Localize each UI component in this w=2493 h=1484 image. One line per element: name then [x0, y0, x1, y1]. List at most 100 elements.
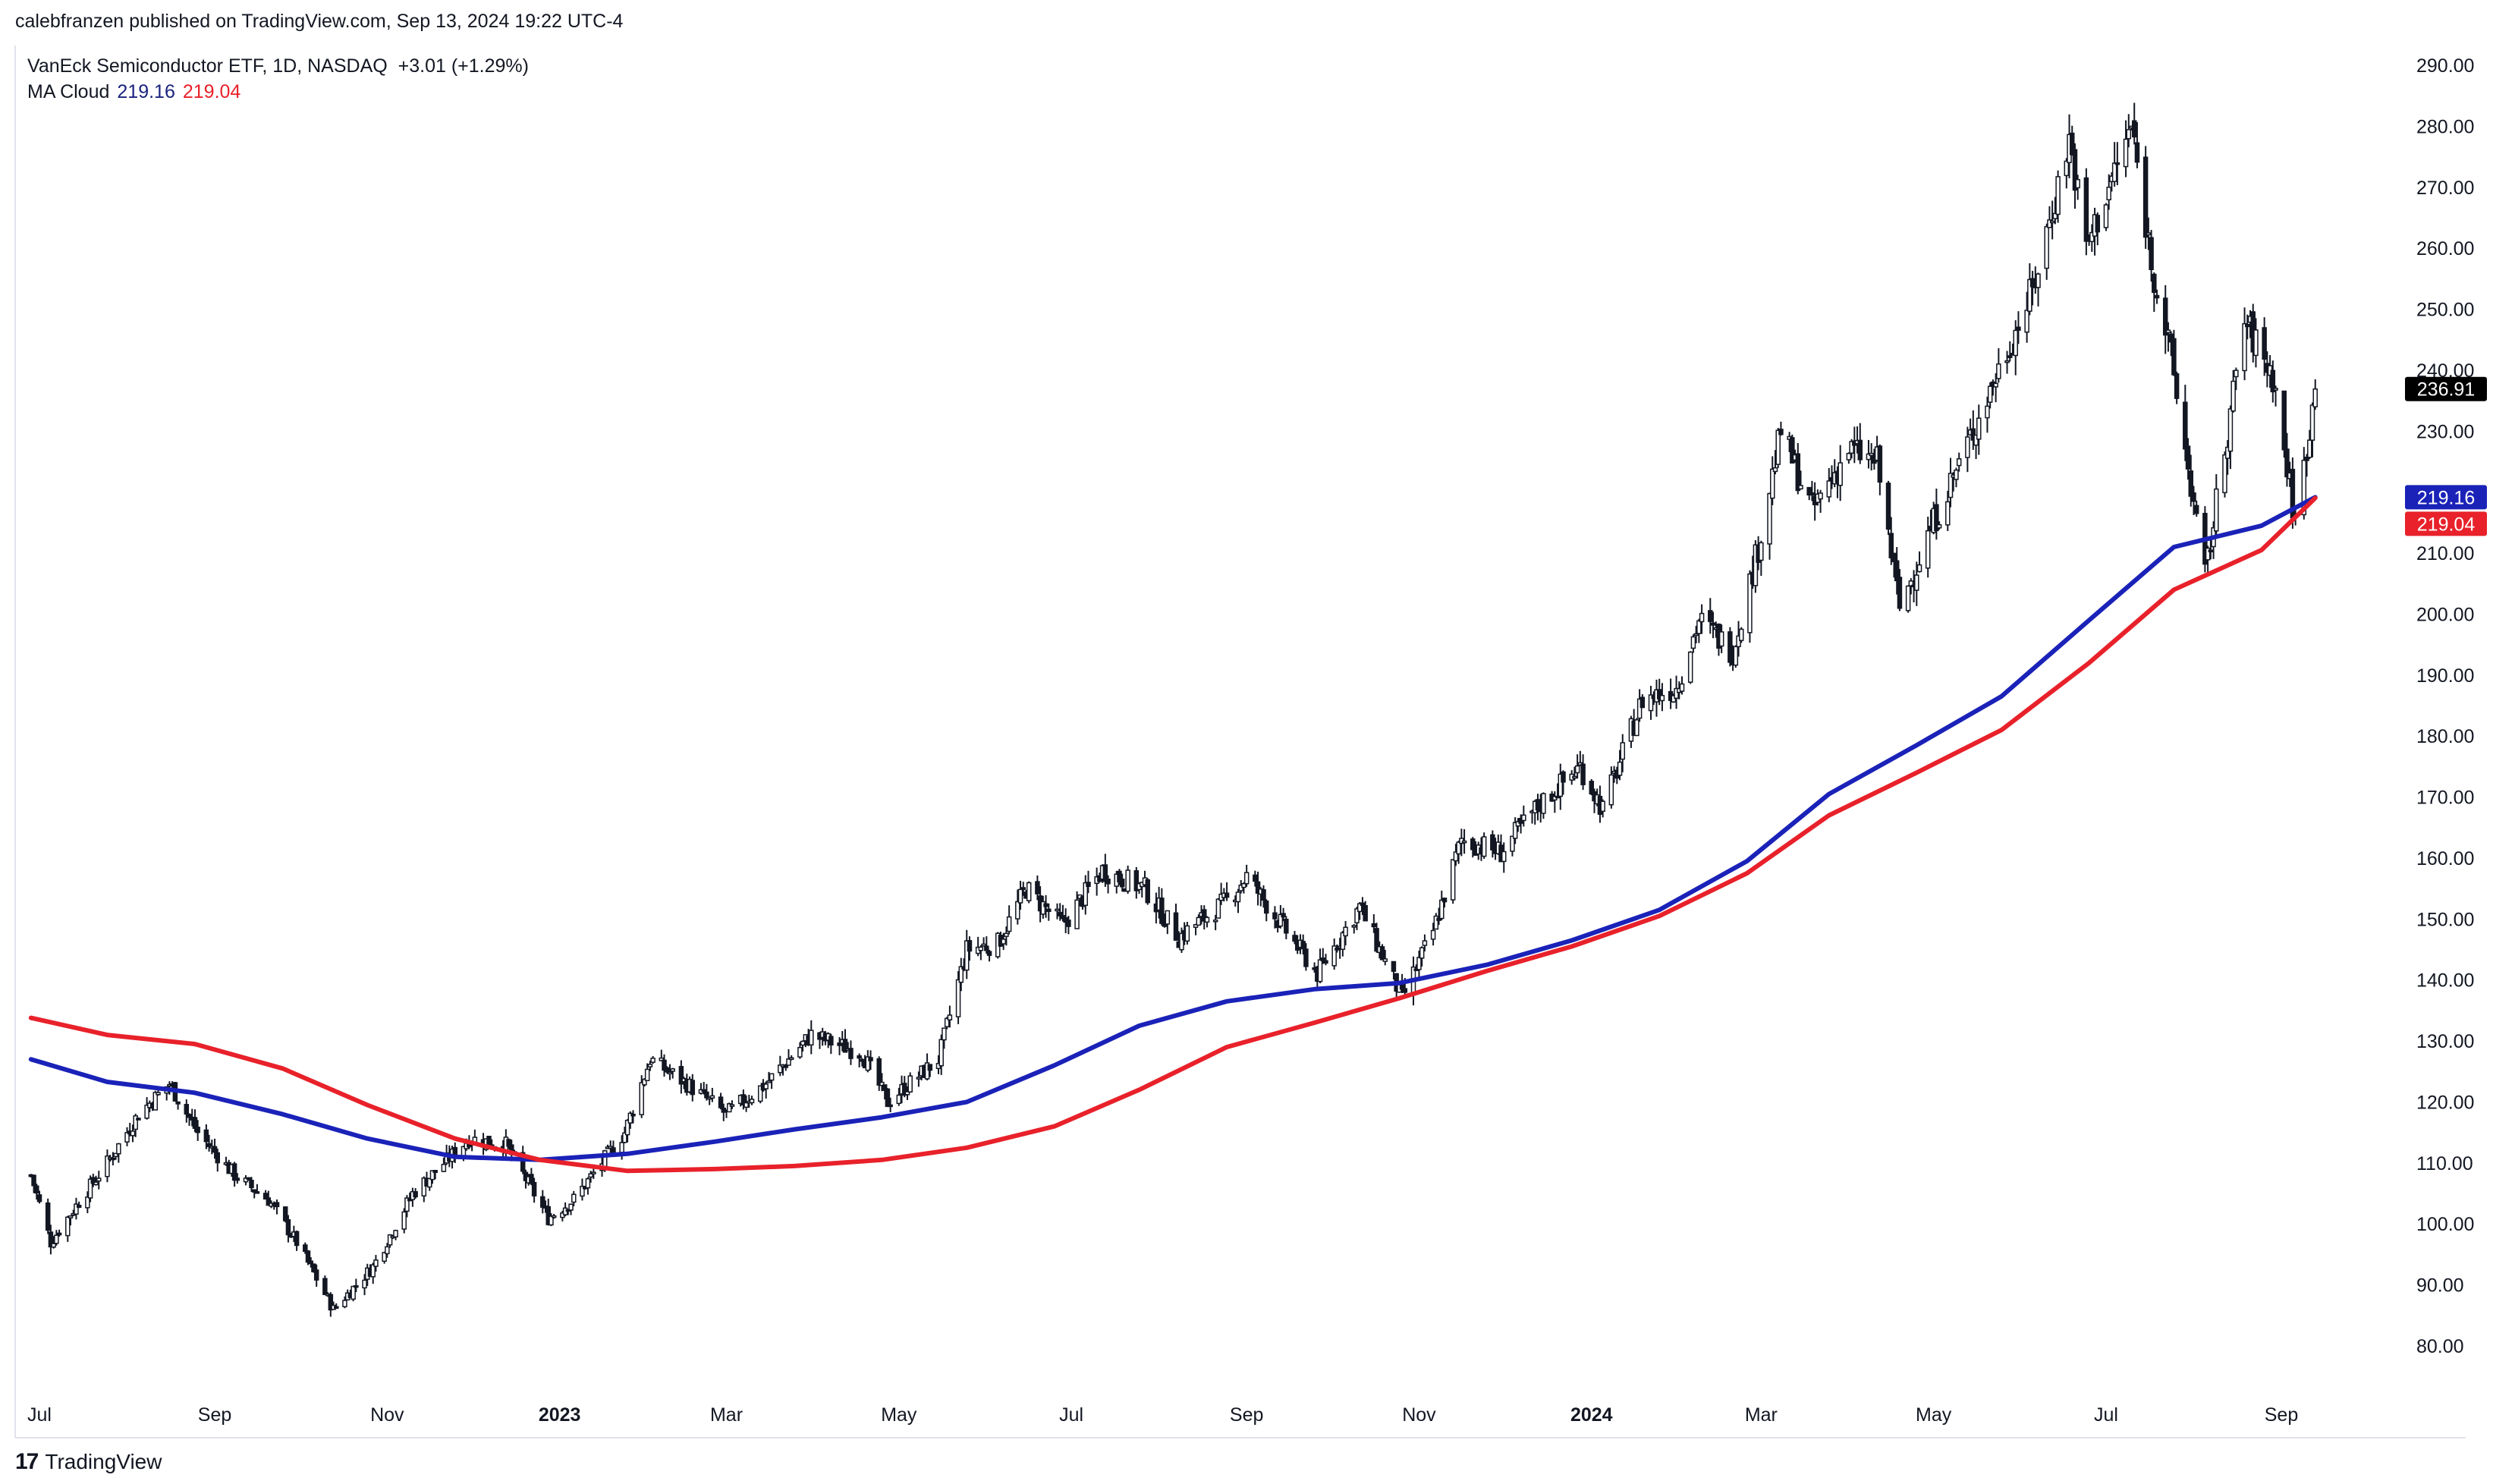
candle-body	[520, 1152, 526, 1172]
last-price-label: 236.91	[2417, 379, 2475, 401]
candle-body	[2214, 488, 2219, 532]
tradingview-brand[interactable]: 17 TradingView	[15, 1449, 162, 1475]
candle-body	[1083, 882, 1089, 907]
price-axis[interactable]: 80.00 90.00 100.00 110.00 120.00 130.00 140.00…	[2416, 55, 2474, 1357]
candle-body	[2188, 470, 2194, 497]
y-tick-label: 100.00	[2416, 1214, 2474, 1235]
candle-body	[354, 1284, 359, 1288]
ma-cloud-label[interactable]: MA Cloud	[27, 81, 110, 102]
candle-body	[2174, 373, 2180, 399]
time-axis[interactable]: Jul Sep Nov 2023 Mar May Jul Sep Nov 2024 Mar May Ju…	[27, 1404, 2298, 1426]
candle-body	[362, 1279, 367, 1289]
candle-body	[924, 1062, 930, 1080]
candle-body	[113, 1152, 118, 1158]
candle-body	[31, 1174, 36, 1187]
y-tick-label: 230.00	[2416, 421, 2474, 442]
candle-body	[2114, 162, 2120, 165]
candle-body	[981, 943, 986, 947]
candle-body	[2154, 294, 2160, 299]
candle-body	[2036, 273, 2041, 288]
y-tick-label: 210.00	[2416, 543, 2474, 564]
candle-body	[116, 1143, 121, 1155]
candle-body	[351, 1285, 356, 1300]
candle-body	[879, 1081, 885, 1086]
candle-body	[1948, 473, 1954, 498]
candle-body	[1956, 458, 1962, 467]
candle-body	[662, 1059, 667, 1071]
candle-body	[1687, 651, 1693, 683]
candle-body	[549, 1215, 554, 1226]
candle-body	[860, 1058, 865, 1062]
candle-body	[865, 1056, 871, 1071]
candle-body	[1648, 694, 1654, 712]
candle-body	[1710, 622, 1716, 626]
candle-body	[1363, 905, 1368, 922]
candle-body	[1838, 462, 1843, 486]
candle-body	[1620, 742, 1626, 760]
candle-body	[1891, 552, 1897, 562]
candle-body	[1026, 882, 1032, 901]
candle-body	[1015, 901, 1020, 920]
y-tick-label: 190.00	[2416, 665, 2474, 687]
candle-body	[947, 1014, 953, 1020]
x-tick-label: Jul	[2094, 1404, 2118, 1426]
candle-body	[1759, 542, 1764, 561]
candle-body	[1235, 891, 1241, 903]
candle-body	[1733, 646, 1739, 666]
candle-body	[1753, 544, 1759, 586]
candle-body	[882, 1084, 888, 1091]
candle-body	[1035, 881, 1040, 894]
candle-body	[1636, 698, 1643, 719]
candle-body	[690, 1080, 696, 1096]
candle-body	[2152, 273, 2157, 294]
candle-body	[393, 1230, 398, 1238]
candle-body	[2004, 360, 2010, 363]
candle-body	[124, 1132, 130, 1143]
candle-body	[955, 979, 961, 1017]
candle-body	[622, 1132, 627, 1143]
candle-body	[370, 1264, 376, 1278]
candle-body	[778, 1064, 783, 1074]
candle-body	[243, 1177, 249, 1183]
candle-body	[978, 946, 984, 951]
candle-body	[65, 1216, 71, 1237]
candle-body	[619, 1142, 624, 1153]
ma-fast-line	[28, 495, 2318, 1162]
candle-body	[93, 1181, 99, 1186]
candle-body	[2273, 388, 2278, 391]
candle-body	[1292, 935, 1297, 942]
symbol-title[interactable]: VanEck Semiconductor ETF, 1D, NASDAQ	[27, 55, 388, 77]
candle-body	[2016, 326, 2021, 331]
candle-body	[1659, 694, 1665, 702]
candle-body	[130, 1130, 136, 1137]
candle-body	[1382, 958, 1388, 962]
y-tick-label: 290.00	[2416, 55, 2474, 77]
candle-body	[1806, 486, 1812, 496]
candle-body	[1439, 899, 1445, 920]
candle-body	[1897, 577, 1903, 609]
y-tick-label: 170.00	[2416, 788, 2474, 809]
candle-body	[1747, 573, 1753, 634]
candle-body	[1916, 564, 1922, 573]
candle-body	[1470, 838, 1476, 850]
candle-body	[322, 1278, 328, 1295]
candle-body	[1600, 800, 1605, 813]
candle-body	[1125, 869, 1130, 892]
ma-fast-label: 219.16	[2417, 487, 2475, 508]
x-tick-label: Nov	[370, 1404, 404, 1426]
candle-body	[2027, 278, 2032, 312]
candle-body	[251, 1189, 257, 1193]
candle-body	[1320, 957, 1326, 962]
ma-slow-value: 219.04	[182, 81, 241, 102]
candle-body	[382, 1252, 387, 1262]
y-tick-label: 200.00	[2416, 604, 2474, 625]
ma-fast-label-bg	[2405, 485, 2487, 510]
candle-body	[1006, 916, 1012, 932]
candle-body	[387, 1234, 393, 1246]
candle-body	[1970, 428, 1976, 441]
candle-body	[1133, 870, 1140, 891]
candle-body	[1885, 483, 1891, 530]
candle-body	[2089, 231, 2095, 243]
candle-body	[2095, 215, 2101, 233]
